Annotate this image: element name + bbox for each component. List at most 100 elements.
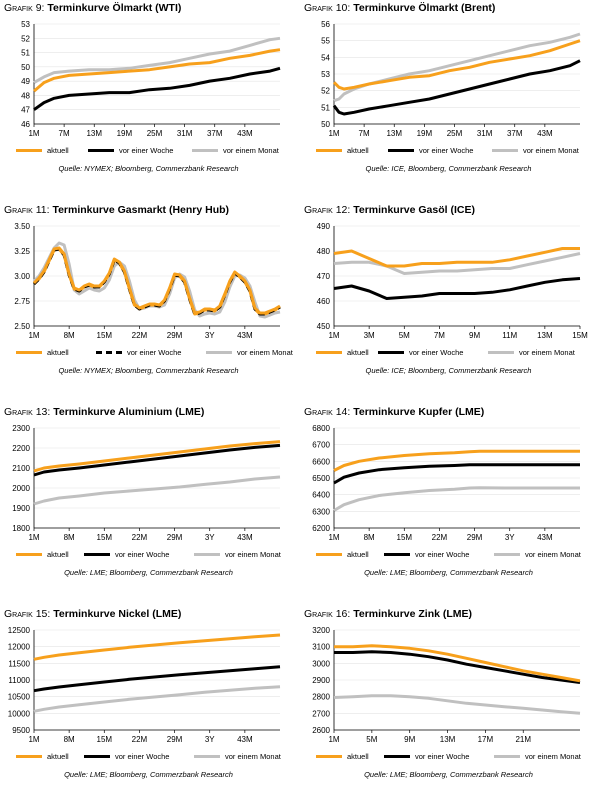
- series-line-aktuell: [32, 246, 281, 315]
- legend-swatch: [384, 755, 410, 758]
- legend-swatch: [88, 149, 114, 152]
- legend-item: vor einem Monat: [494, 752, 581, 761]
- y-tick-label: 54: [321, 53, 330, 62]
- y-tick-label: 6500: [312, 474, 330, 483]
- chart-title-prefix: Grafik 10:: [304, 2, 354, 14]
- legend-swatch: [316, 149, 342, 152]
- y-tick-label: 3200: [312, 626, 330, 635]
- chart-title-prefix: Grafik 11:: [4, 204, 53, 216]
- y-tick-label: 470: [317, 272, 331, 281]
- chart-title: Grafik 16: Terminkurve Zink (LME): [304, 608, 472, 620]
- chart-title: Grafik 14: Terminkurve Kupfer (LME): [304, 406, 484, 418]
- y-tick-label: 460: [317, 297, 331, 306]
- y-tick-label: 46: [21, 120, 30, 129]
- chart-legend: aktuell vor einer Woche vor einem Monat: [316, 550, 592, 562]
- legend-item: vor einem Monat: [194, 550, 281, 559]
- series-line-vor-einer-woche: [33, 665, 281, 693]
- x-tick-label: 37M: [507, 129, 523, 138]
- chart-legend: aktuell vor einer Woche vor einem Monat: [316, 752, 592, 764]
- y-tick-label: 6300: [312, 507, 330, 516]
- series-line-aktuell: [33, 48, 281, 93]
- x-tick-label: 15M: [97, 735, 113, 744]
- series-line-vor-einem-monat: [33, 36, 281, 84]
- legend-label: aktuell: [47, 146, 69, 155]
- legend-label: vor einem Monat: [525, 550, 581, 559]
- x-tick-label: 13M: [537, 331, 553, 340]
- series-line-vor-einer-woche: [33, 66, 281, 111]
- chart-source: Quelle: LME; Bloomberg, Commerzbank Rese…: [64, 568, 233, 577]
- chart-title: Grafik 13: Terminkurve Aluminium (LME): [4, 406, 204, 418]
- legend-label: vor einem Monat: [523, 146, 579, 155]
- y-tick-label: 2700: [312, 709, 330, 718]
- x-tick-label: 15M: [97, 533, 113, 542]
- series-line-aktuell: [332, 39, 581, 91]
- legend-label: vor einem Monat: [237, 348, 293, 357]
- y-tick-label: 6200: [312, 524, 330, 533]
- y-tick-label: 12500: [8, 626, 31, 635]
- legend-swatch: [494, 755, 520, 758]
- legend-item: vor einer Woche: [384, 752, 469, 761]
- x-tick-label: 29M: [467, 533, 483, 542]
- x-tick-label: 1M: [328, 533, 339, 542]
- legend-item: vor einem Monat: [206, 348, 293, 357]
- series-line-aktuell: [33, 440, 281, 473]
- x-tick-label: 13M: [386, 129, 402, 138]
- y-tick-label: 450: [317, 322, 331, 331]
- x-tick-label: 9M: [469, 331, 480, 340]
- legend-label: vor einer Woche: [115, 752, 170, 761]
- x-tick-label: 1M: [28, 533, 39, 542]
- series-line-vor-einer-woche: [33, 443, 281, 477]
- chart-title-text: Terminkurve Zink (LME): [353, 608, 473, 620]
- legend-item: aktuell: [316, 348, 369, 357]
- y-tick-label: 53: [321, 70, 330, 79]
- legend-swatch: [84, 553, 110, 556]
- x-tick-label: 13M: [86, 129, 102, 138]
- legend-label: vor einem Monat: [225, 752, 281, 761]
- legend-label: aktuell: [47, 348, 69, 357]
- series-line-aktuell: [334, 644, 581, 683]
- y-tick-label: 3.00: [14, 272, 30, 281]
- x-tick-label: 1M: [328, 735, 339, 744]
- chart-title-prefix: Grafik 14:: [304, 406, 354, 418]
- chart-panel-g14: Grafik 14: Terminkurve Kupfer (LME) 6800 6…: [300, 404, 594, 606]
- y-tick-label: 2300: [12, 424, 30, 433]
- x-tick-label: 3Y: [505, 533, 515, 542]
- series-line-aktuell: [333, 449, 580, 472]
- legend-item: vor einer Woche: [384, 550, 469, 559]
- chart-source: Quelle: NYMEX; Bloomberg, Commerzbank Re…: [58, 164, 239, 173]
- x-tick-label: 8M: [364, 533, 375, 542]
- legend-item: aktuell: [16, 752, 69, 761]
- chart-title-prefix: Grafik 9:: [4, 2, 48, 14]
- x-tick-label: 15M: [397, 533, 413, 542]
- y-tick-label: 6700: [312, 441, 330, 450]
- chart-source: Quelle: NYMEX; Bloomberg, Commerzbank Re…: [58, 366, 239, 375]
- x-tick-label: 31M: [477, 129, 493, 138]
- y-tick-label: 10500: [8, 693, 31, 702]
- chart-panel-g15: Grafik 15: Terminkurve Nickel (LME) 12500…: [0, 606, 297, 808]
- x-tick-label: 15M: [97, 331, 113, 340]
- y-tick-label: 53: [21, 20, 30, 29]
- x-tick-label: 31M: [177, 129, 193, 138]
- legend-label: vor einer Woche: [409, 348, 464, 357]
- chart-legend: aktuell vor einer Woche vor einem Monat: [16, 348, 293, 360]
- chart-title-text: Terminkurve Aluminium (LME): [53, 406, 205, 418]
- x-tick-label: 1M: [28, 129, 39, 138]
- chart-source: Quelle: LME; Bloomberg, Commerzbank Rese…: [364, 770, 533, 779]
- legend-swatch: [492, 149, 518, 152]
- legend-swatch: [378, 351, 404, 354]
- x-tick-label: 15M: [572, 331, 588, 340]
- series-line-vor-einem-monat: [333, 486, 580, 512]
- legend-item: vor einer Woche: [96, 348, 181, 357]
- y-tick-label: 10000: [8, 709, 31, 718]
- legend-item: aktuell: [16, 146, 69, 155]
- chart-title: Grafik 9: Terminkurve Ölmarkt (WTI): [4, 2, 181, 14]
- x-tick-label: 11M: [502, 331, 517, 340]
- series-line-aktuell: [333, 247, 580, 268]
- chart-legend: aktuell vor einer Woche vor einem Monat: [16, 752, 292, 764]
- y-tick-label: 2600: [312, 726, 330, 735]
